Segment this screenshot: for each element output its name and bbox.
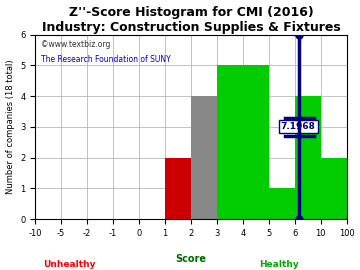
Y-axis label: Number of companies (18 total): Number of companies (18 total): [5, 60, 14, 194]
X-axis label: Score: Score: [175, 254, 206, 264]
Text: The Research Foundation of SUNY: The Research Foundation of SUNY: [41, 55, 171, 64]
Bar: [217, 65, 269, 219]
Title: Z''-Score Histogram for CMI (2016)
Industry: Construction Supplies & Fixtures: Z''-Score Histogram for CMI (2016) Indus…: [41, 6, 340, 33]
Text: Unhealthy: Unhealthy: [43, 260, 96, 269]
Text: Healthy: Healthy: [259, 260, 299, 269]
Bar: [321, 158, 347, 219]
Bar: [295, 96, 321, 219]
Bar: [269, 188, 295, 219]
Bar: [191, 96, 217, 219]
Text: ©www.textbiz.org: ©www.textbiz.org: [41, 40, 111, 49]
Text: 7.1968: 7.1968: [280, 122, 315, 131]
Bar: [165, 158, 191, 219]
